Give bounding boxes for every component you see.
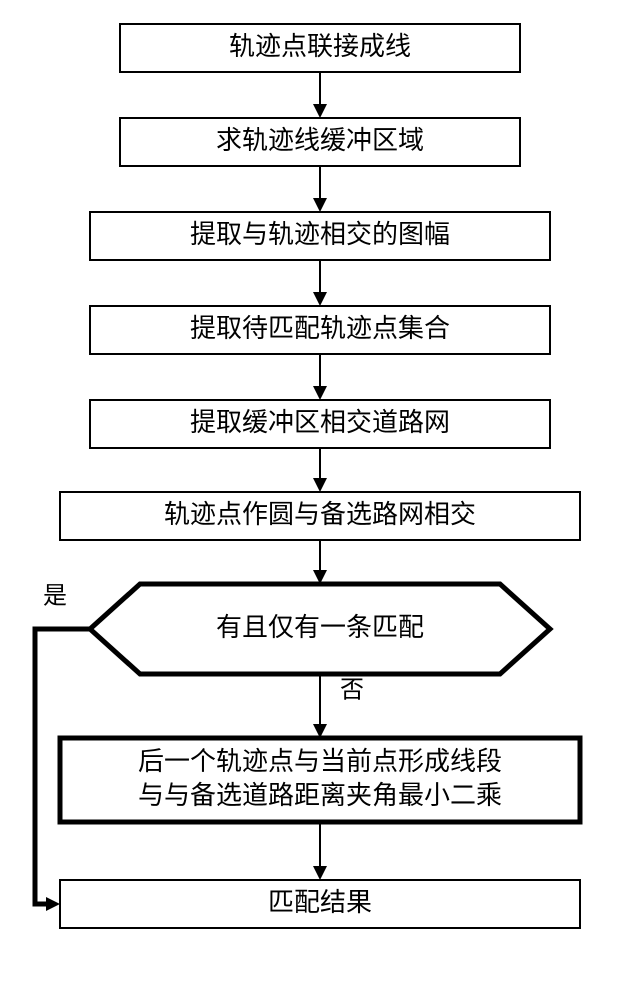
svg-text:后一个轨迹点与当前点形成线段: 后一个轨迹点与当前点形成线段 [138,747,502,776]
svg-text:轨迹点作圆与备选路网相交: 轨迹点作圆与备选路网相交 [164,500,476,529]
svg-text:提取与轨迹相交的图幅: 提取与轨迹相交的图幅 [190,220,450,249]
svg-text:提取缓冲区相交道路网: 提取缓冲区相交道路网 [190,408,450,437]
svg-text:匹配结果: 匹配结果 [268,888,372,917]
svg-text:有且仅有一条匹配: 有且仅有一条匹配 [216,613,424,642]
svg-text:提取待匹配轨迹点集合: 提取待匹配轨迹点集合 [190,314,450,343]
svg-text:否: 否 [340,678,364,704]
svg-text:是: 是 [43,584,67,610]
svg-text:轨迹点联接成线: 轨迹点联接成线 [229,32,411,61]
svg-text:与与备选道路距离夹角最小二乘: 与与备选道路距离夹角最小二乘 [138,781,502,810]
svg-text:求轨迹线缓冲区域: 求轨迹线缓冲区域 [216,126,424,155]
